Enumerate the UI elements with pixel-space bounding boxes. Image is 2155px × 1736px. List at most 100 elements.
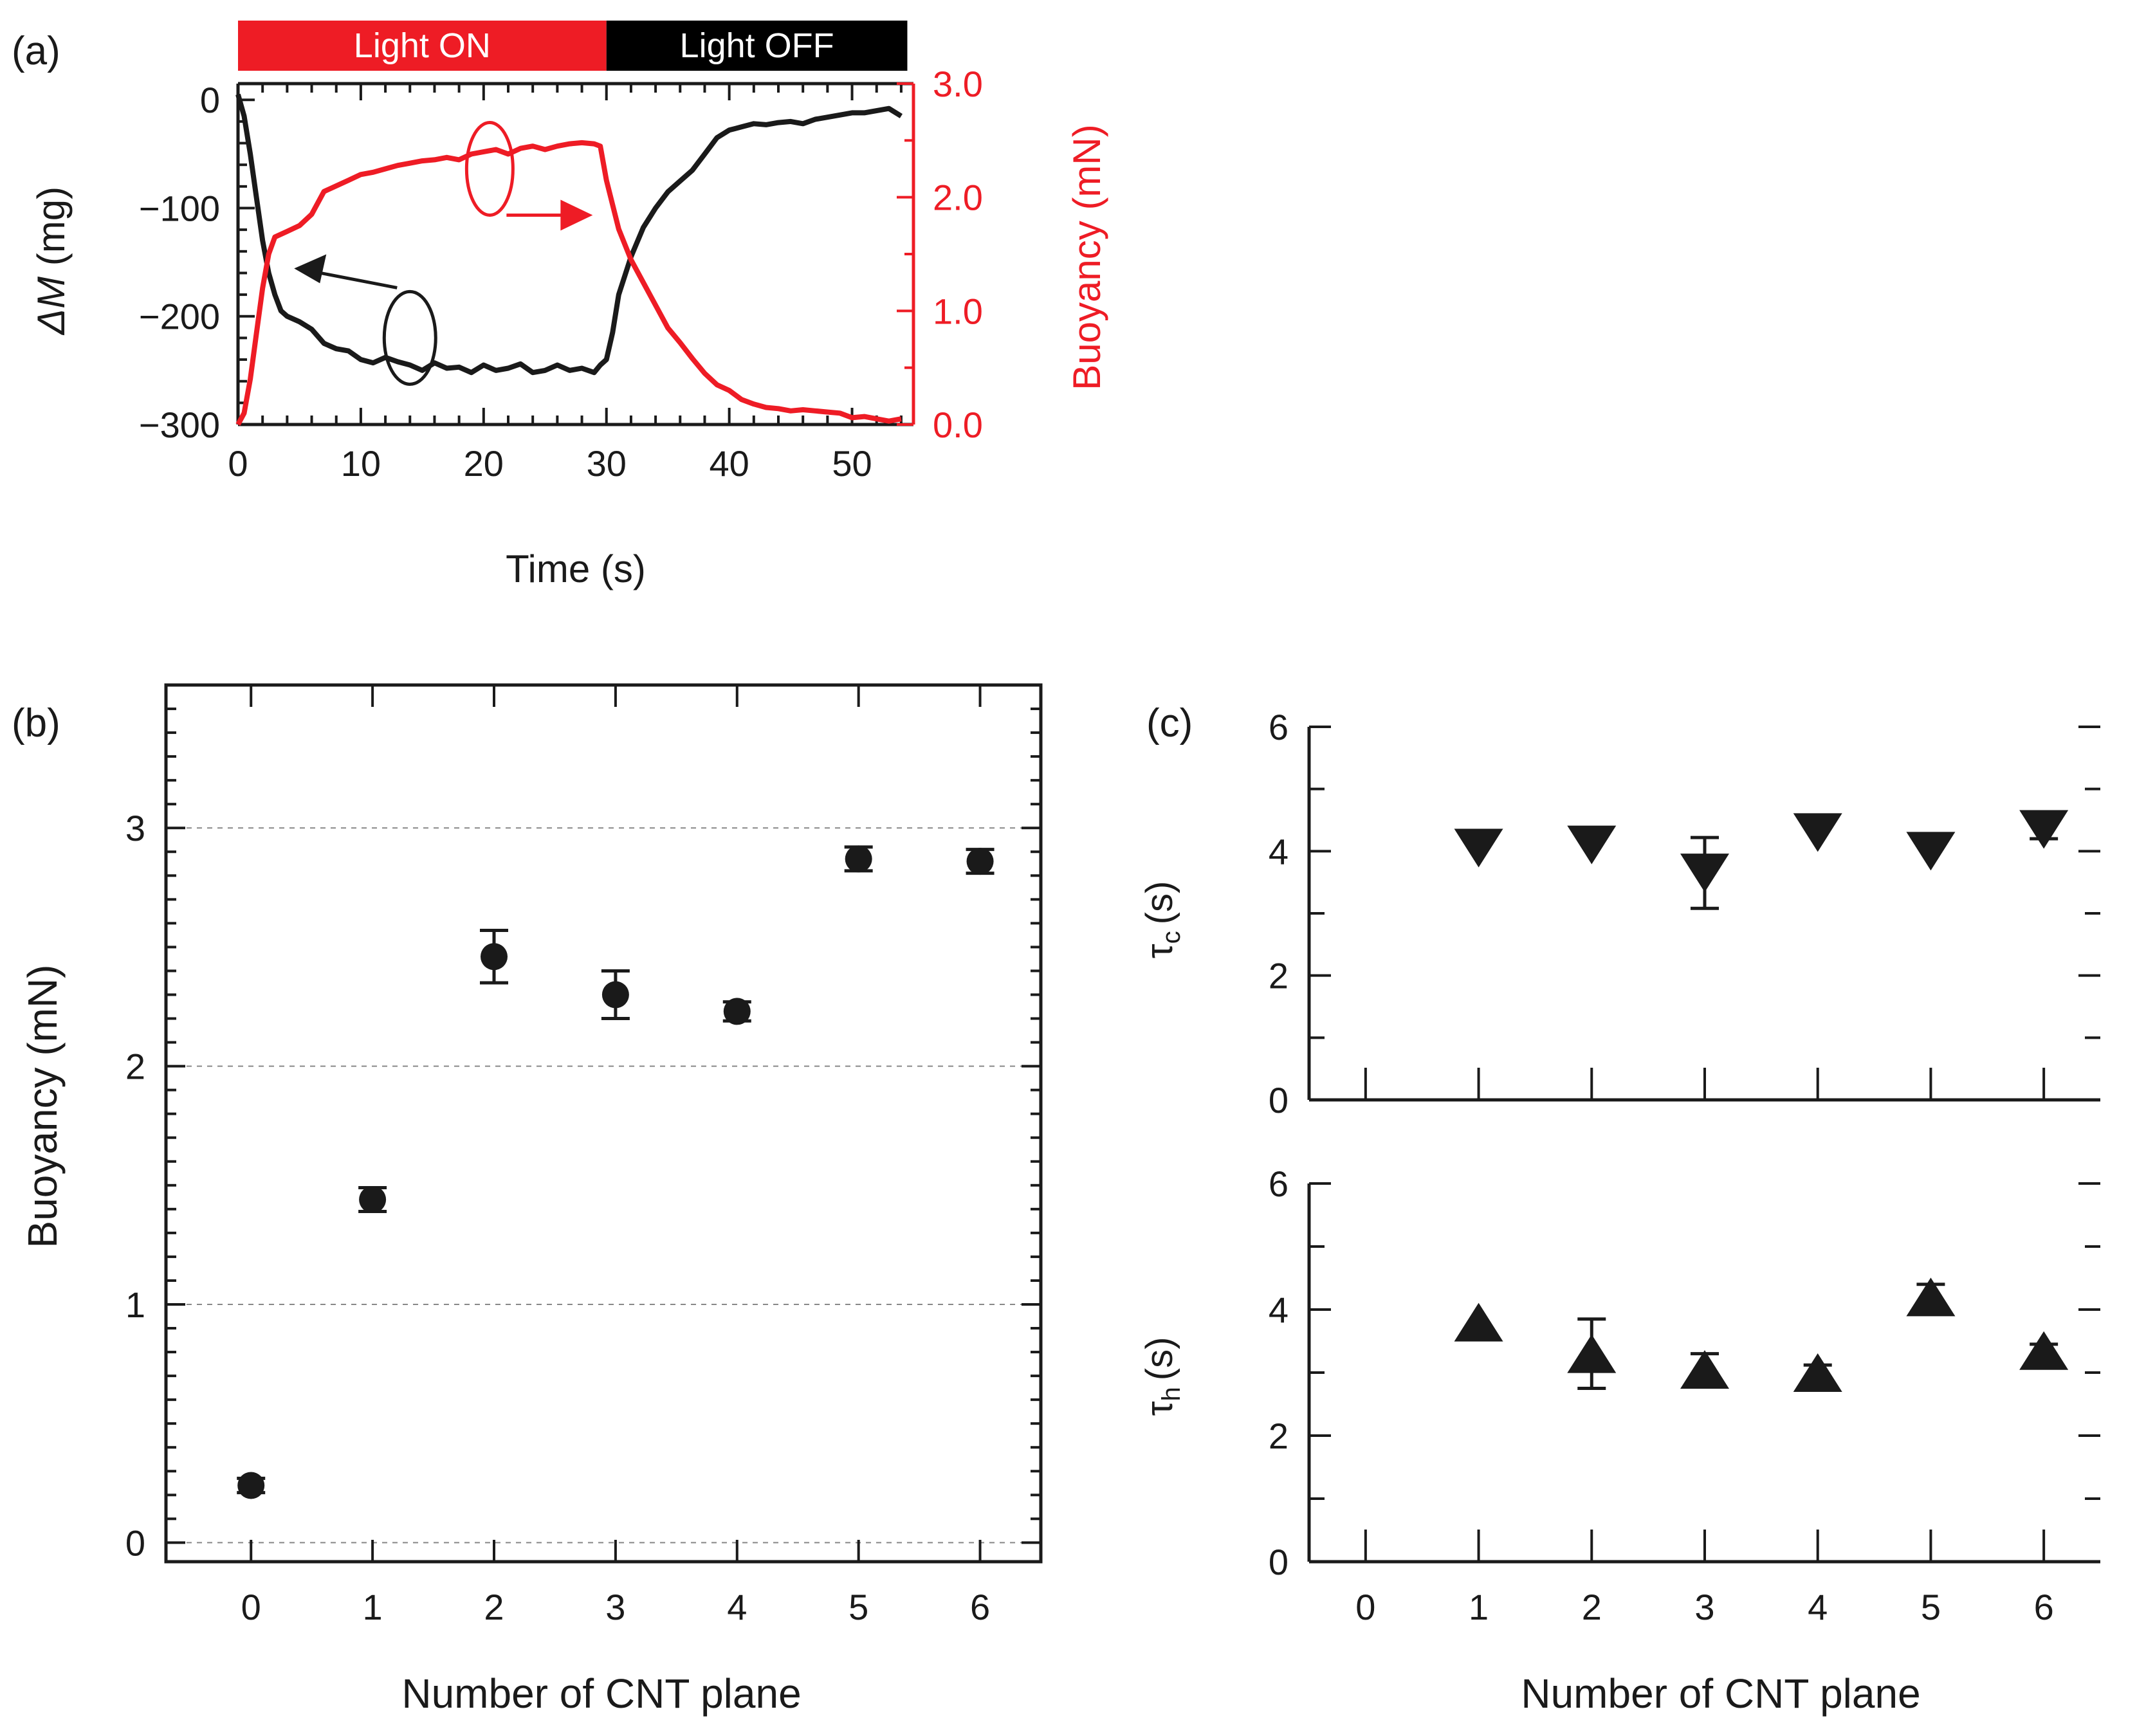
- axis-ticks: [1309, 1182, 2100, 1563]
- gridlines: [166, 827, 1041, 1544]
- x-tick-labels: 0 1 2 3 4 5 6: [241, 1587, 990, 1627]
- y2-tick-labels: 3.0 2.0 1.0 0.0: [933, 64, 983, 445]
- x-tick-label: 50: [832, 443, 872, 484]
- light-on-label: Light ON: [354, 26, 491, 65]
- x-tick-label: 2: [484, 1587, 504, 1627]
- data-points: [237, 845, 995, 1499]
- x-tick-label: 40: [709, 443, 749, 484]
- data-point: [1906, 1277, 1956, 1317]
- data-point: [1793, 1353, 1842, 1392]
- y-axis-unit: (s): [1139, 1337, 1180, 1381]
- data-point: [723, 998, 751, 1025]
- y-axis-title-unit: (mg): [30, 187, 73, 277]
- x-tick-label: 2: [1582, 1587, 1602, 1627]
- light-off-label: Light OFF: [680, 26, 834, 65]
- data-point: [1454, 1302, 1503, 1342]
- x-axis-title: Number of CNT plane: [401, 1670, 801, 1717]
- tau-c-plot: 0 2 4 6 τc (s): [1139, 707, 2100, 1120]
- y-tick-label: 0: [1269, 1080, 1288, 1120]
- y-tick-label: 2: [1269, 1416, 1288, 1456]
- x-tick-label: 0: [1355, 1587, 1375, 1627]
- data-point: [1680, 854, 1729, 893]
- tau-symbol: τ: [1139, 944, 1180, 958]
- tau-subscript: c: [1157, 931, 1186, 944]
- x-tick-labels: 0 1 2 3 4 5 6: [1355, 1587, 2053, 1627]
- tau-h-plot: 0 2 4 6 0 1 2 3 4 5 6 τh (s) Number of CN…: [1139, 1164, 2100, 1717]
- y-tick-label: 2: [125, 1046, 145, 1087]
- left-arrow: [294, 254, 398, 289]
- x-tick-label: 30: [587, 443, 627, 484]
- axis-ticks: [166, 685, 1041, 1562]
- data-point: [2019, 1331, 2069, 1370]
- y-axis-title: Buoyancy (mN): [19, 965, 66, 1248]
- plot-frame: [164, 683, 1043, 1564]
- y2-tick-label: 3.0: [933, 64, 983, 104]
- data-point: [237, 1472, 265, 1499]
- x-tick-labels: 0 10 20 30 40 50: [228, 443, 872, 484]
- axis-ticks: [237, 82, 913, 426]
- y-axis-title-symbol: ΔM: [30, 277, 73, 336]
- y-tick-label: −200: [139, 297, 220, 337]
- x-tick-label: 0: [228, 443, 248, 484]
- arrow-head: [560, 199, 593, 231]
- data-point: [1680, 1350, 1729, 1389]
- panel-label-b: (b): [12, 701, 60, 745]
- x-tick-label: 5: [1921, 1587, 1941, 1627]
- arrow-head: [294, 254, 327, 284]
- x-tick-label: 20: [464, 443, 504, 484]
- y-tick-labels: 0 1 2 3: [125, 808, 145, 1563]
- right-arrow: [506, 199, 593, 231]
- panel-b: (b) 0 1 2 3 4 5 6 0 1 2 3 Number of CNT …: [12, 683, 1043, 1717]
- y-tick-label: 4: [1269, 831, 1288, 872]
- panel-c: (c) 0 2 4 6 τc(s) 0 2 4 6: [1139, 701, 2100, 1717]
- y-tick-label: −300: [139, 405, 220, 445]
- y2-tick-label: 2.0: [933, 178, 983, 218]
- x-axis-title: Time (s): [506, 547, 646, 590]
- x-tick-label: 4: [727, 1587, 747, 1627]
- x-tick-label: 1: [1469, 1587, 1489, 1627]
- data-point: [481, 943, 508, 971]
- buoyancy-ellipse: [464, 121, 515, 217]
- data-points: [1454, 810, 2069, 910]
- data-point: [966, 848, 994, 875]
- x-tick-label: 10: [341, 443, 381, 484]
- panel-label-a: (a): [12, 29, 60, 73]
- tau-symbol: τ: [1139, 1401, 1180, 1416]
- x-tick-label: 4: [1808, 1587, 1828, 1627]
- y-axis-unit: (s): [1139, 881, 1180, 925]
- y-tick-label: 2: [1269, 956, 1288, 996]
- data-point: [1567, 825, 1617, 864]
- panel-a: (a) Light ON Light OFF 0 10 20 30 40 50 …: [12, 21, 1108, 590]
- y2-axis-title: Buoyancy (mN): [1065, 124, 1108, 390]
- y-tick-labels: 0 2 4 6: [1269, 707, 1288, 1120]
- data-point: [601, 981, 629, 1009]
- y-tick-label: 0: [125, 1522, 145, 1563]
- x-tick-label: 3: [1694, 1587, 1714, 1627]
- data-point: [359, 1186, 387, 1214]
- y2-tick-label: 0.0: [933, 405, 983, 445]
- data-points: [1454, 1277, 2069, 1392]
- y-axis-title: τh (s): [1139, 1337, 1186, 1416]
- light-on-bar: [238, 21, 607, 71]
- data-point: [1454, 828, 1503, 868]
- y-tick-labels: 0 −100 −200 −300: [139, 80, 220, 445]
- buoyancy-line: [235, 140, 902, 426]
- data-point: [1567, 1334, 1617, 1373]
- delta-m-line: [235, 93, 903, 376]
- data-point: [2019, 810, 2069, 849]
- y-axis-title: ΔM (mg): [30, 187, 73, 336]
- tau-subscript: h: [1157, 1387, 1186, 1401]
- x-tick-label: 5: [848, 1587, 868, 1627]
- y-tick-label: −100: [139, 188, 220, 228]
- delta-m-ellipse: [382, 289, 437, 386]
- y2-tick-label: 1.0: [933, 291, 983, 331]
- y-tick-label: 0: [200, 80, 220, 120]
- y-tick-label: 4: [1269, 1290, 1288, 1330]
- x-tick-label: 6: [970, 1587, 990, 1627]
- data-point: [845, 845, 872, 873]
- y-tick-label: 1: [125, 1284, 145, 1325]
- y-tick-label: 0: [1269, 1542, 1288, 1582]
- axis-ticks: [1309, 726, 2100, 1101]
- y-tick-label: 6: [1269, 707, 1288, 747]
